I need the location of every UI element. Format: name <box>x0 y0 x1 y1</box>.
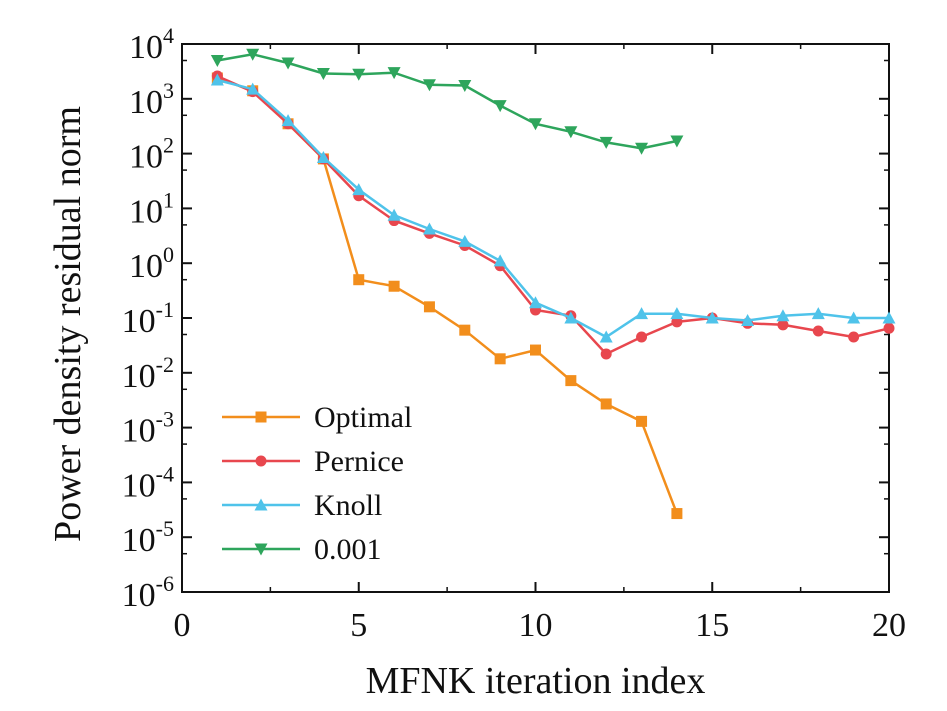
legend-marker-knoll <box>254 498 268 511</box>
data-point-0-001 <box>246 48 260 61</box>
legend-label-pernice: Pernice <box>314 445 404 478</box>
x-tick-label: 10 <box>519 607 553 644</box>
data-point-0-001 <box>210 54 224 67</box>
legend: Optimal Pernice Knoll 0.001 <box>222 401 412 566</box>
data-point-pernice <box>883 322 895 334</box>
legend-item-knoll: Knoll <box>222 489 382 522</box>
x-tick-label: 0 <box>174 607 191 644</box>
y-tick-label: 10-5 <box>122 516 174 559</box>
data-point-knoll <box>776 309 790 322</box>
y-tick-label: 100 <box>129 242 174 285</box>
data-point-knoll <box>741 314 755 327</box>
data-point-optimal <box>388 280 400 292</box>
data-point-knoll <box>281 114 295 127</box>
x-tick-label: 15 <box>695 607 729 644</box>
y-tick-label: 101 <box>129 187 174 230</box>
data-point-0-001 <box>493 100 507 113</box>
series-0-001 <box>210 48 684 155</box>
data-point-0-001 <box>387 67 401 80</box>
data-point-pernice <box>636 331 648 343</box>
y-tick-label: 10-4 <box>122 461 174 504</box>
data-point-knoll <box>352 183 366 196</box>
data-point-knoll <box>529 296 542 309</box>
legend-marker-optimal <box>255 411 267 423</box>
legend-label-optimal: Optimal <box>314 401 412 434</box>
legend-item-pernice: Pernice <box>222 445 404 478</box>
legend-item-0-001: 0.001 <box>222 533 382 566</box>
data-point-knoll <box>564 311 578 324</box>
series-knoll <box>210 73 896 343</box>
legend-marker-pernice <box>255 455 267 467</box>
data-point-optimal <box>636 415 648 427</box>
legend-label-knoll: Knoll <box>314 489 382 522</box>
data-point-0-001 <box>529 118 542 131</box>
data-point-0-001 <box>352 68 366 81</box>
legend-item-optimal: Optimal <box>222 401 412 434</box>
data-point-pernice <box>848 331 860 343</box>
series-layer <box>210 48 896 520</box>
data-point-optimal <box>565 375 577 387</box>
data-point-knoll <box>387 208 401 221</box>
y-tick-label: 10-3 <box>122 407 174 450</box>
data-point-0-001 <box>564 126 578 139</box>
data-point-knoll <box>882 311 896 324</box>
data-point-optimal <box>353 274 365 286</box>
data-point-knoll <box>670 307 684 320</box>
data-point-knoll <box>210 73 224 86</box>
data-point-0-001 <box>599 136 613 149</box>
x-tick-label: 5 <box>350 607 367 644</box>
data-point-pernice <box>812 325 824 337</box>
data-point-0-001 <box>670 135 684 148</box>
y-tick-label: 10-6 <box>122 571 174 614</box>
y-tick-label: 104 <box>129 23 174 66</box>
data-point-knoll <box>422 222 436 235</box>
data-point-knoll <box>458 234 472 247</box>
y-tick-label: 10-2 <box>122 352 174 395</box>
data-point-knoll <box>599 330 613 343</box>
y-tick-label: 103 <box>129 78 174 121</box>
data-point-knoll <box>811 307 825 320</box>
data-point-0-001 <box>422 79 436 92</box>
data-point-0-001 <box>281 57 295 70</box>
series-line-knoll <box>216 78 889 339</box>
data-point-knoll <box>493 254 507 267</box>
series-optimal <box>211 72 683 520</box>
data-point-optimal <box>459 324 471 336</box>
y-axis-title: Power density residual norm <box>47 106 89 542</box>
series-line-pernice <box>216 74 890 356</box>
data-point-knoll <box>847 311 861 324</box>
data-point-0-001 <box>635 142 649 155</box>
data-point-0-001 <box>316 67 330 80</box>
series-line-0-001 <box>217 53 678 150</box>
legend-label-0-001: 0.001 <box>314 533 382 566</box>
data-point-optimal <box>423 301 435 313</box>
data-point-knoll <box>705 311 719 324</box>
y-tick-label: 102 <box>129 133 174 176</box>
data-point-pernice <box>600 348 612 360</box>
x-axis-title: MFNK iteration index <box>366 660 706 702</box>
data-point-optimal <box>671 508 683 520</box>
data-point-pernice <box>777 319 789 331</box>
data-point-knoll <box>246 82 260 95</box>
data-point-optimal <box>600 398 612 410</box>
legend-marker-0-001 <box>254 543 268 556</box>
data-point-0-001 <box>458 79 472 92</box>
axes: 0 5 10 15 20 104 103 102 101 100 10-1 10-2 10-3 10-4 1… <box>122 23 906 644</box>
data-point-optimal <box>494 353 506 365</box>
data-point-knoll <box>316 150 330 163</box>
data-point-knoll <box>635 307 649 320</box>
x-tick-label: 20 <box>872 607 906 644</box>
y-tick-label: 10-1 <box>122 297 174 340</box>
data-point-optimal <box>530 344 541 356</box>
